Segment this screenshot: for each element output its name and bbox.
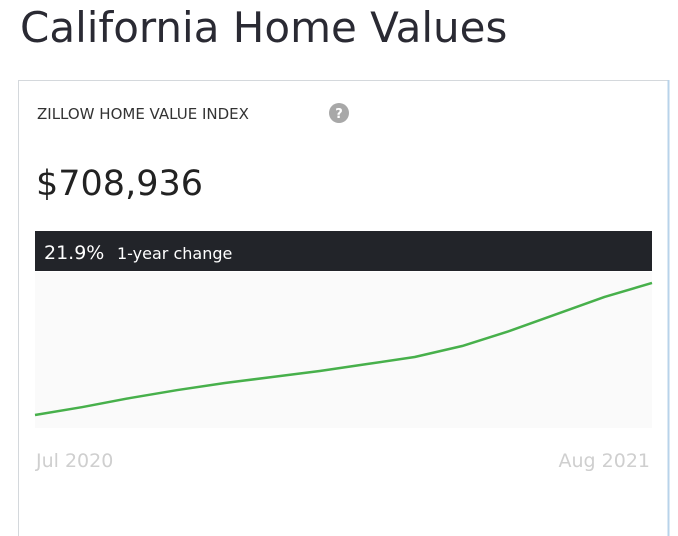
change-bar bbox=[35, 231, 652, 271]
x-tick-label: Jul 2020 bbox=[35, 450, 113, 472]
help-icon-glyph[interactable]: ? bbox=[335, 107, 343, 122]
index-label: ZILLOW HOME VALUE INDEX bbox=[37, 105, 249, 123]
headline-value: $708,936 bbox=[36, 164, 203, 204]
change-value: 21.9% bbox=[44, 242, 104, 264]
change-label: 1-year change bbox=[117, 244, 232, 263]
line bbox=[34, 281, 653, 417]
plot-area bbox=[35, 272, 652, 428]
x-tick-label: Aug 2021 bbox=[559, 450, 651, 472]
page-title: California Home Values bbox=[20, 3, 507, 52]
help-icon[interactable] bbox=[329, 103, 349, 123]
